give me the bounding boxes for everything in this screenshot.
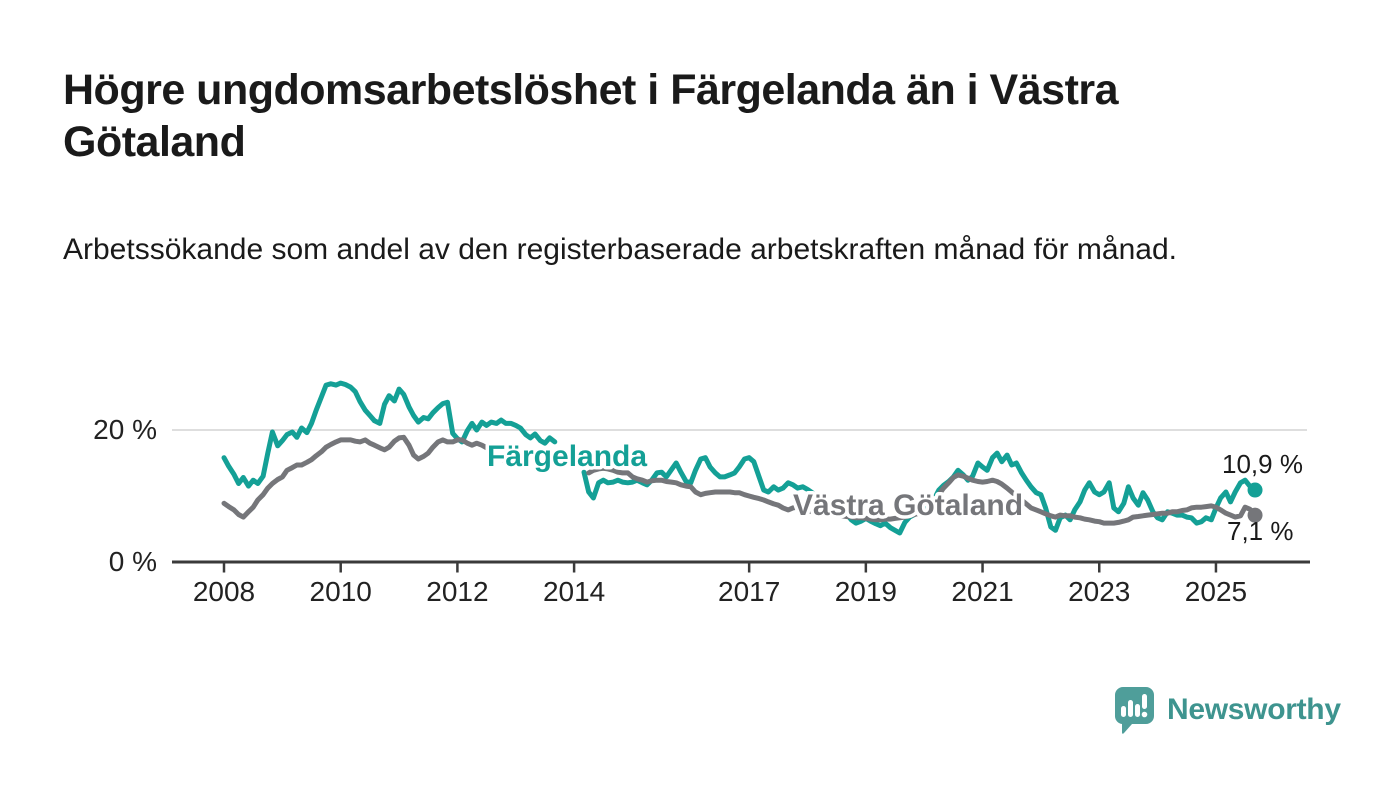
speech-bubble-shape	[1114, 687, 1154, 734]
logo-wordmark: Newsworthy	[1167, 693, 1341, 726]
series-line-v-stra-g-taland	[586, 465, 1258, 526]
series-line-f-rgelanda	[221, 380, 558, 489]
series-end-dot-v-stra-g-taland	[1247, 507, 1263, 523]
logo-speech-bubble-icon	[1114, 687, 1154, 734]
data-series	[221, 380, 1263, 536]
x-tick-label: 2014	[543, 576, 605, 607]
series-label-fargelanda: Färgelanda	[487, 440, 647, 473]
x-tick-label: 2019	[835, 576, 897, 607]
chart-title: Högre ungdomsarbetslöshet i Färgelanda ä…	[63, 66, 1119, 167]
x-tick-label: 2021	[951, 576, 1013, 607]
x-tick-label: 2017	[718, 576, 780, 607]
x-tick-label: 2023	[1068, 576, 1130, 607]
end-value-label-fargelanda: 10,9 %	[1222, 449, 1303, 479]
logo-bars	[1121, 694, 1148, 718]
y-tick-label: 20 %	[93, 414, 157, 445]
series-end-dot-f-rgelanda	[1247, 482, 1263, 498]
chart-subtitle: Arbetssökande som andel av den registerb…	[63, 233, 1177, 266]
x-tick-label: 2025	[1185, 576, 1247, 607]
x-tick-label: 2010	[310, 576, 372, 607]
series-line-f-rgelanda	[581, 450, 1258, 536]
end-value-label-vastra-gotaland: 7,1 %	[1227, 516, 1294, 546]
x-tick-label: 2008	[193, 576, 255, 607]
y-tick-label: 0 %	[109, 546, 157, 577]
series-label-vastra-gotaland: Västra Götaland	[793, 489, 1023, 522]
axes: 0 % 20 % 2008 2010 2012 2014 2017 2019 2021 2023 2…	[93, 414, 1310, 607]
newsworthy-logo: Newsworthy	[1113, 686, 1341, 734]
x-tick-label: 2012	[426, 576, 488, 607]
series-line-v-stra-g-taland	[221, 434, 529, 520]
